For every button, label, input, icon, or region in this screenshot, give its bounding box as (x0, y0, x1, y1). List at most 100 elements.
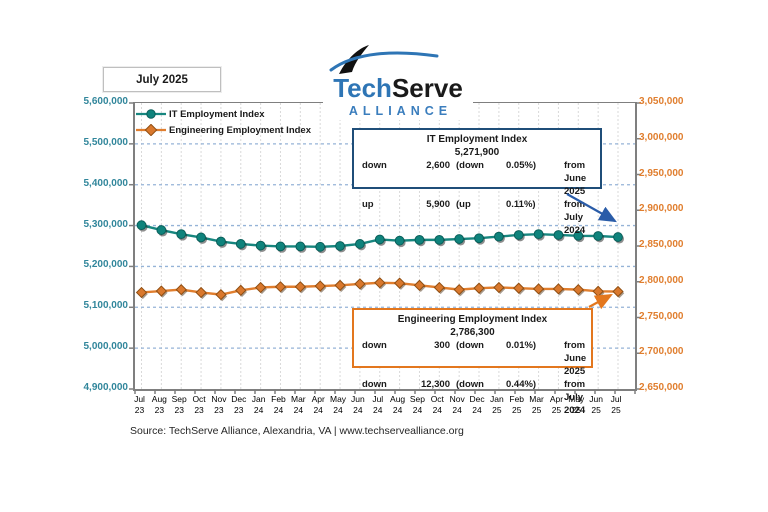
x-axis-tick-label: May 25 (568, 394, 585, 415)
left-axis-tick-label: 5,100,000 (83, 300, 129, 312)
x-axis-tick-label: Feb 25 (509, 394, 525, 415)
eng-callout-row-month: down 300 (down 0.01%) from June 2025 (354, 339, 591, 378)
right-axis-tick-label: 3,000,000 (639, 131, 684, 143)
it-data-point (176, 229, 187, 240)
it-data-point (295, 241, 306, 252)
it-data-point (255, 240, 266, 251)
eng-data-point (354, 278, 366, 290)
eng-data-point (215, 288, 227, 301)
eng-data-point (135, 286, 148, 299)
it-callout-value: 5,271,900 (454, 147, 500, 158)
it-data-point (275, 241, 286, 252)
right-axis-tick-label: 2,850,000 (639, 239, 684, 250)
period-label: July 2025 (136, 73, 188, 86)
change-amount: 5,900 (426, 199, 450, 210)
x-axis-tick-label: Nov 23 (211, 394, 227, 415)
change-amount: 300 (434, 340, 450, 351)
change-pct-value: 0.11%) (506, 199, 536, 210)
it-data-point (434, 234, 445, 245)
eng-data-point (254, 281, 267, 294)
eng-data-point (175, 283, 187, 296)
it-data-point (156, 225, 167, 235)
x-axis-tick-label: Mar 25 (529, 394, 544, 415)
left-axis-tick-label: 5,600,000 (83, 96, 129, 107)
x-axis-tick-label: Jun 25 (589, 394, 603, 415)
eng-data-point (374, 277, 386, 289)
legend-label-it: IT Employment Index (169, 108, 265, 120)
left-axis-tick-label: 5,500,000 (83, 136, 129, 148)
x-axis-tick-label: Jun 24 (351, 394, 365, 415)
right-axis-tick-label: 2,700,000 (639, 346, 684, 358)
left-axis-tick-label: 4,900,000 (83, 382, 129, 393)
right-axis-tick-label: 2,650,000 (639, 382, 684, 393)
change-direction: down (362, 379, 387, 390)
it-data-point (593, 231, 604, 241)
it-data-point (613, 232, 623, 242)
it-callout-row-year: up 5,900 (up 0.11%) from July 2024 (354, 198, 600, 237)
logo-alliance-text: ALLIANCE (348, 104, 453, 118)
x-axis-tick-label: Dec 23 (231, 394, 247, 415)
change-pct-word: (down (456, 379, 484, 390)
eng-data-point (314, 280, 326, 292)
eng-data-point (155, 285, 168, 297)
x-axis-tick-label: Jan 25 (490, 394, 504, 415)
change-reference: from June 2025 (564, 340, 587, 377)
x-axis-tick-label: Jul 23 (134, 394, 145, 415)
x-axis-tick-label: Sep 23 (171, 394, 187, 415)
change-direction: down (362, 160, 387, 171)
it-series-legend-marker-icon (136, 109, 166, 119)
change-reference: from July 2024 (564, 199, 586, 236)
change-pct-value: 0.44%) (506, 379, 537, 390)
it-data-point (315, 241, 326, 252)
eng-data-point (552, 283, 565, 295)
eng-series-legend-marker-icon (136, 124, 166, 136)
eng-callout-box: Engineering Employment Index 2,786,300 d… (352, 308, 593, 416)
it-data-point (474, 233, 484, 244)
it-data-point (553, 230, 564, 240)
left-axis-tick-label: 5,200,000 (83, 259, 129, 271)
logo-serve-text: Serve (391, 73, 463, 103)
logo-tech-text: Tech (333, 73, 392, 103)
right-axis-tick-label: 2,750,000 (639, 310, 684, 322)
x-axis-tick-label: Jul 24 (372, 394, 384, 415)
x-axis-tick-label: Dec 24 (469, 394, 485, 415)
logo-wordmark: TechServe (323, 74, 473, 102)
change-direction: down (362, 340, 387, 351)
eng-callout-value: 2,786,300 (450, 327, 495, 338)
eng-data-point (235, 284, 247, 296)
change-pct-value: 0.05%) (506, 160, 537, 171)
x-axis-tick-label: Aug 24 (390, 394, 406, 415)
right-axis-tick-label: 2,900,000 (639, 203, 684, 215)
left-axis-tick-label: 5,300,000 (83, 218, 129, 230)
it-data-point (335, 241, 345, 251)
x-axis-tick-label: Oct 23 (192, 394, 206, 415)
eng-data-point (433, 281, 445, 294)
legend-item-eng: Engineering Employment Index (136, 122, 311, 138)
left-axis-labels: 5,600,000 5,500,000 5,400,000 5,300,000 5,20… (58, 96, 129, 393)
x-axis-tick-label: Feb 24 (271, 394, 286, 415)
legend: IT Employment Index Engineering Employme… (136, 106, 311, 138)
eng-data-point (413, 279, 426, 291)
change-pct-word: (down (456, 160, 484, 171)
legend-item-it: IT Employment Index (136, 106, 311, 122)
x-axis-tick-label: Sep 24 (409, 394, 426, 415)
legend-label-eng: Engineering Employment Index (169, 124, 311, 136)
it-callout-title: IT Employment Index (426, 134, 528, 145)
it-data-point (493, 231, 504, 242)
eng-data-point (274, 281, 287, 293)
right-axis-tick-label: 2,800,000 (639, 274, 684, 286)
eng-data-point (334, 279, 346, 291)
x-axis-tick-label: Apr 24 (311, 394, 325, 415)
it-callout-row-month: down 2,600 (down 0.05%) from June 2025 (354, 159, 600, 198)
it-data-point (394, 235, 405, 246)
it-data-point (573, 230, 584, 241)
change-pct-word: (down (456, 340, 484, 351)
eng-data-point (393, 277, 406, 289)
it-data-point (354, 239, 365, 249)
techserve-logo: TechServe ALLIANCE (323, 38, 473, 120)
eng-data-point (493, 281, 505, 294)
change-reference: from July 2024 (564, 379, 586, 416)
change-pct-value: 0.01%) (506, 340, 537, 351)
it-data-point (136, 220, 147, 231)
